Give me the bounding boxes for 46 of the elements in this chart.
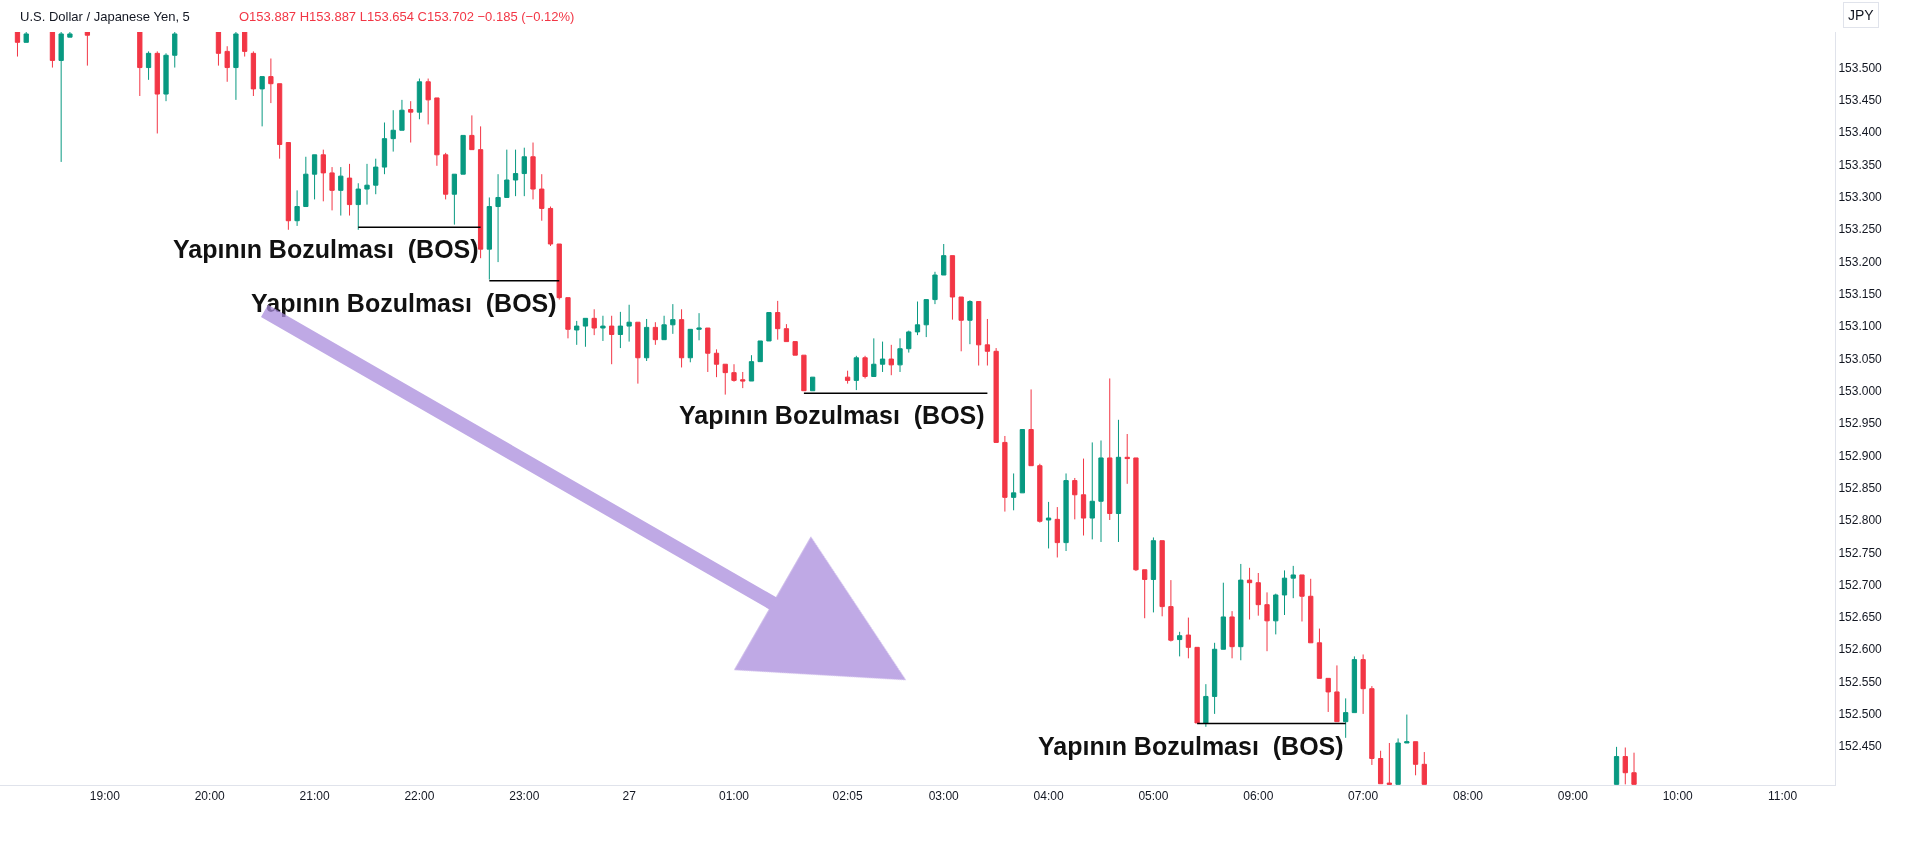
y-tick-label: 153.050 [1838, 351, 1883, 366]
y-tick-label: 153.450 [1838, 93, 1883, 108]
annotation: Yapının Bozulması (BOS) [251, 289, 557, 317]
y-tick-label: 152.600 [1838, 642, 1883, 657]
x-tick-label: 04:00 [1033, 789, 1064, 804]
y-tick-label: 152.450 [1838, 739, 1883, 754]
annotation: Yapının Bozulması (BOS) [173, 235, 479, 263]
x-tick-label: 07:00 [1348, 789, 1379, 804]
x-tick-label: 08:00 [1452, 789, 1484, 804]
x-tick-label: 20:00 [194, 789, 226, 804]
y-tick-label: 152.550 [1838, 674, 1883, 689]
x-tick-label: 19:00 [89, 789, 121, 804]
y-tick-label: 153.150 [1838, 286, 1883, 301]
text: JPY [1848, 7, 1875, 23]
x-tick-label: 09:00 [1557, 789, 1589, 804]
x-tick-label: 05:00 [1138, 789, 1169, 804]
x-tick-label: 27 [622, 789, 637, 804]
y-tick-label: 153.000 [1838, 383, 1883, 398]
y-tick-label: 153.500 [1838, 60, 1883, 75]
x-tick-label: 11:00 [1768, 789, 1798, 804]
annotation: Yapının Bozulması (BOS) [1038, 732, 1344, 760]
x-tick-label: 02:05 [832, 789, 863, 804]
x-tick-label: 21:00 [299, 789, 330, 804]
y-tick-label: 152.750 [1838, 545, 1883, 560]
chart-title: U.S. Dollar / Japanese Yen, 5 [20, 9, 190, 24]
chart-subtitle: O153.887 H153.887 L153.654 C153.702 −0.185 (−0.12%) [239, 9, 575, 24]
annotation: Yapının Bozulması (BOS) [679, 401, 985, 429]
y-tick-label: 152.650 [1838, 610, 1883, 625]
y-tick-label: 153.300 [1838, 190, 1883, 205]
x-tick-label: 22:00 [404, 789, 435, 804]
y-tick-label: 152.500 [1838, 707, 1883, 722]
x-tick-label: 03:00 [928, 789, 960, 804]
x-tick-label: 06:00 [1243, 789, 1274, 804]
y-tick-label: 152.900 [1838, 448, 1883, 463]
y-tick-label: 153.400 [1838, 125, 1883, 140]
y-tick-label: 152.800 [1838, 513, 1883, 528]
y-tick-label: 153.100 [1838, 319, 1883, 334]
y-tick-label: 152.700 [1838, 577, 1883, 592]
y-tick-label: 153.200 [1838, 254, 1883, 269]
x-tick-label: 23:00 [509, 789, 540, 804]
y-tick-label: 152.950 [1838, 416, 1883, 431]
y-tick-label: 153.350 [1838, 157, 1883, 172]
x-tick-label: 10:00 [1662, 789, 1694, 804]
y-tick-label: 153.250 [1838, 222, 1883, 237]
x-tick-label: 01:00 [718, 789, 750, 804]
y-tick-label: 152.850 [1838, 480, 1883, 495]
